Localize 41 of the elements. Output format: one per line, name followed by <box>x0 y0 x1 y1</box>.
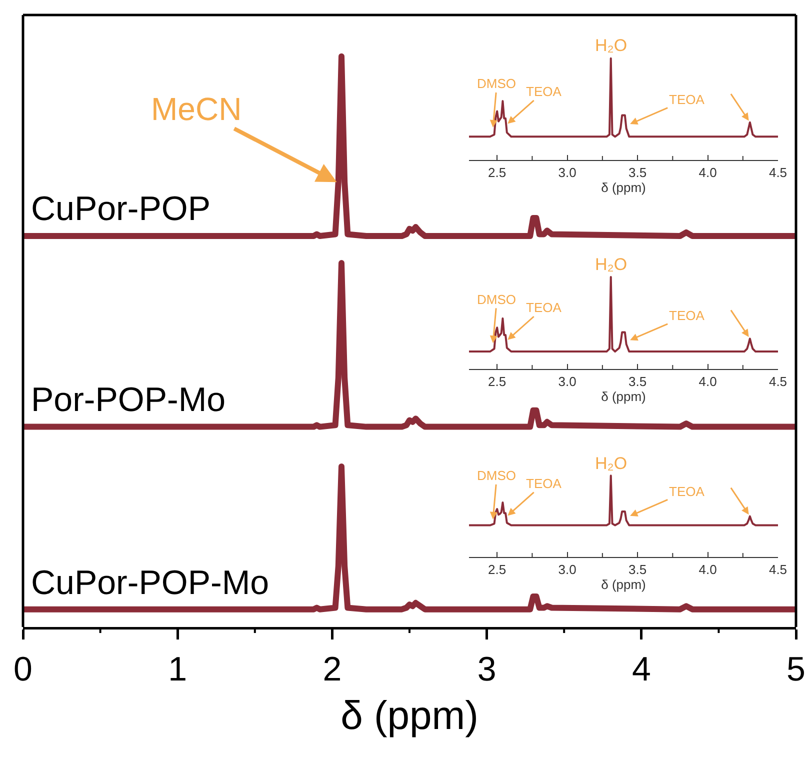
series-label: CuPor-POP <box>31 190 210 228</box>
annotation: MeCN <box>151 91 242 127</box>
series-label: Por-POP-Mo <box>31 381 226 419</box>
x-tick-label: 3.5 <box>628 164 647 180</box>
x-tick-label: 2 <box>322 650 342 688</box>
annotation: TEOA <box>526 300 562 315</box>
x-tick-label: 3 <box>477 650 496 688</box>
x-tick-label: 5 <box>786 650 806 688</box>
annotation: DMSO <box>477 76 516 91</box>
series-label: CuPor-POP-Mo <box>31 564 270 602</box>
x-tick-label: 0 <box>14 650 32 688</box>
x-tick-label: 3.0 <box>558 562 576 577</box>
x-axis-title: δ (ppm) <box>601 388 646 404</box>
annotation: TEOA <box>669 92 705 107</box>
x-axis-title: δ (ppm) <box>340 694 478 738</box>
x-tick-label: 4.5 <box>768 374 788 389</box>
x-tick-label: 3.0 <box>558 374 576 389</box>
annotation: TEOA <box>669 308 705 323</box>
x-tick-label: 4.0 <box>698 374 717 389</box>
x-tick-label: 4.0 <box>698 164 717 180</box>
x-tick-label: 2.5 <box>488 164 506 180</box>
x-tick-label: 1 <box>168 650 188 688</box>
x-axis-title: δ (ppm) <box>601 180 646 195</box>
x-tick-label: 4.5 <box>768 562 788 577</box>
x-tick-label: 3.5 <box>628 374 647 389</box>
x-tick-label: 4.0 <box>698 562 717 577</box>
annotation: TEOA <box>526 476 562 491</box>
x-tick-label: 2.5 <box>488 562 506 577</box>
annotation: TEOA <box>526 84 562 99</box>
annotation: DMSO <box>477 468 516 483</box>
x-tick-label: 3.5 <box>628 562 647 577</box>
x-tick-label: 2.5 <box>488 374 506 389</box>
annotation: DMSO <box>477 292 516 307</box>
annotation: TEOA <box>669 484 705 499</box>
annotation: H₂O <box>595 454 628 473</box>
x-tick-label: 3.0 <box>558 164 576 180</box>
annotation: H₂O <box>595 255 628 274</box>
x-axis-title: δ (ppm) <box>601 576 646 592</box>
x-tick-label: 4 <box>632 650 651 688</box>
x-tick-label: 4.5 <box>768 164 788 180</box>
annotation: H₂O <box>595 36 628 55</box>
